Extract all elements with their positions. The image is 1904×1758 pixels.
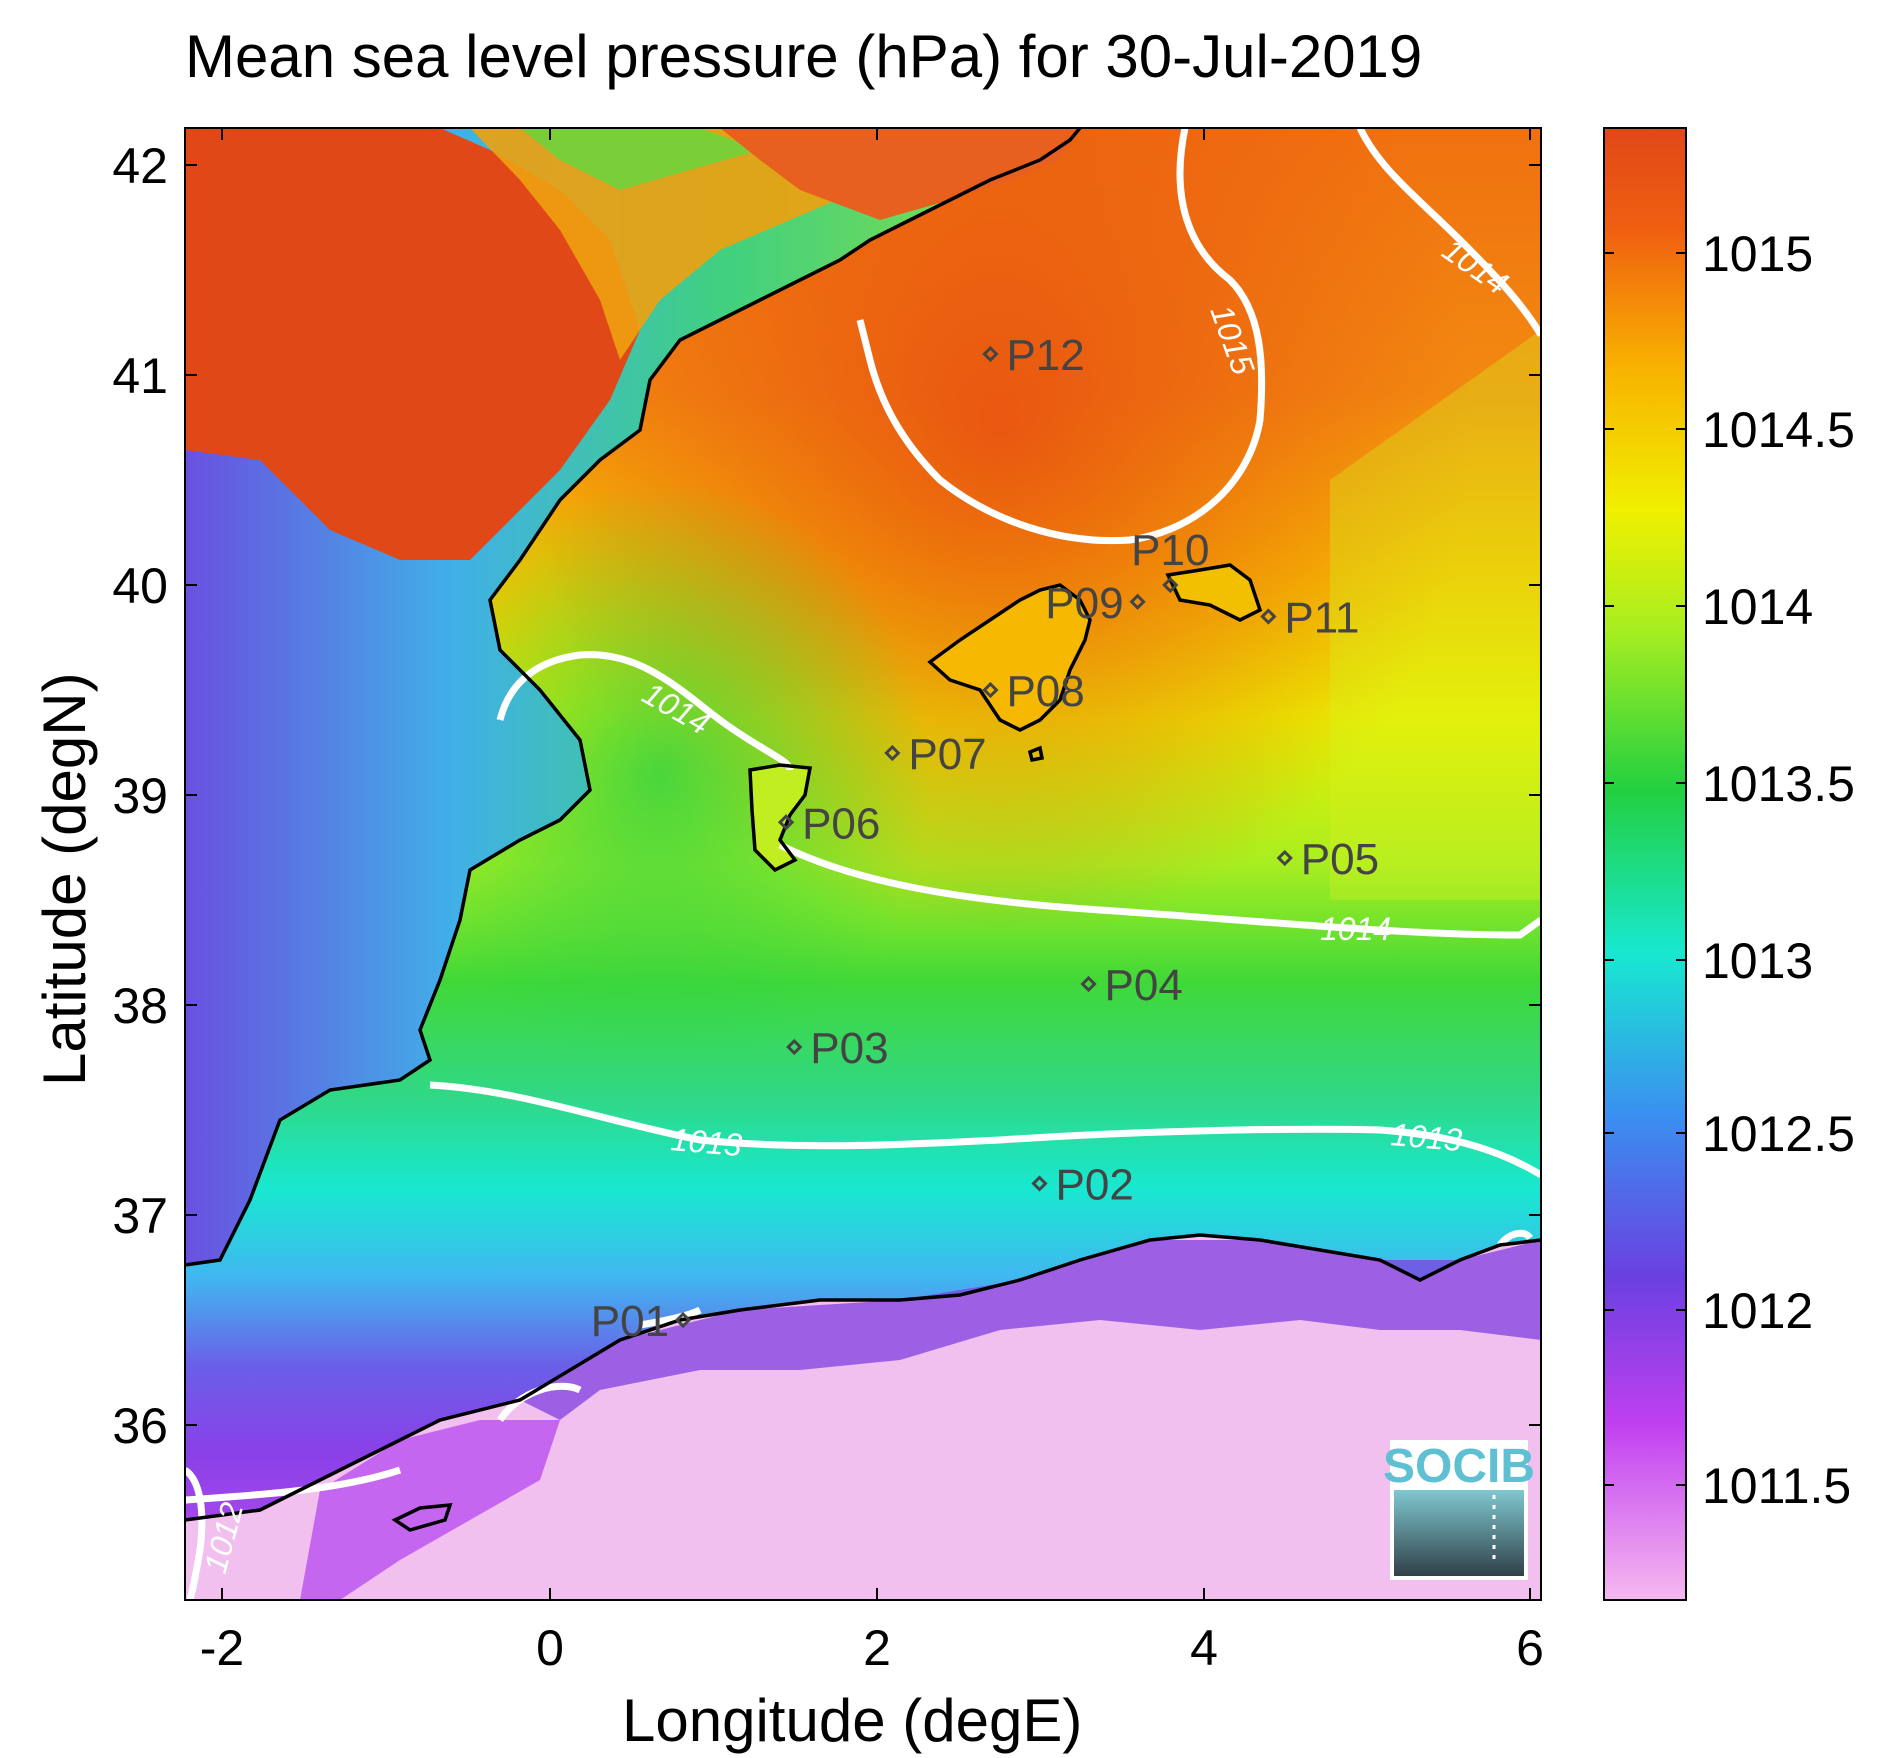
contour-label: 1014 (1320, 911, 1391, 947)
y-tick-label: 40 (112, 558, 168, 614)
station-label: P12 (1006, 331, 1084, 380)
logo-text: SOCIB (1383, 1440, 1535, 1493)
station-label: P04 (1105, 961, 1183, 1010)
station-marker (982, 681, 999, 699)
station-label: P07 (908, 730, 986, 779)
station-marker (1080, 975, 1097, 993)
station-marker (786, 1038, 803, 1056)
colorbar-tick-label: 1013.5 (1702, 756, 1855, 812)
x-tick-label: 0 (536, 1620, 564, 1676)
y-tick-label: 42 (112, 138, 168, 194)
socib-logo: SOCIB (1383, 1440, 1535, 1580)
station-marker (982, 345, 999, 363)
colorbar-tick-label: 1012.5 (1702, 1106, 1855, 1162)
station-label: P10 (1131, 526, 1209, 575)
y-tick-labels: 42 41 40 39 38 37 36 (112, 138, 168, 1454)
station-marker (1276, 849, 1293, 867)
station-marker (1031, 1175, 1048, 1192)
station-label: P05 (1301, 835, 1379, 884)
contour-label: 1013 (1389, 1116, 1463, 1158)
y-tick-label: 38 (112, 978, 168, 1034)
colorbar-gradient (1603, 127, 1687, 1601)
y-tick-label: 39 (112, 768, 168, 824)
colorbar-tick-label: 1014 (1702, 579, 1813, 635)
plot-frame (184, 127, 1542, 1601)
x-tick-label: 4 (1190, 1620, 1218, 1676)
colorbar-tick-label: 1015 (1702, 226, 1813, 282)
colorbar-tick-label: 1011.5 (1702, 1458, 1851, 1514)
y-tick-label: 37 (112, 1188, 168, 1244)
colorbar: 1015 1014.5 1014 1013.5 1013 1012.5 1012… (1603, 127, 1855, 1601)
x-tick-label: 2 (863, 1620, 891, 1676)
station-label: P09 (1045, 579, 1123, 628)
station-label: P08 (1006, 667, 1084, 716)
chart-title: Mean sea level pressure (hPa) for 30-Jul… (185, 23, 1423, 90)
station-label: P06 (802, 799, 880, 848)
coastline (185, 128, 1541, 1532)
station-label: P03 (810, 1024, 888, 1073)
x-axis-label: Longitude (degE) (622, 1687, 1083, 1754)
land-iberia-hot (185, 128, 640, 560)
station-marker (777, 814, 795, 831)
station-label: P11 (1284, 594, 1359, 643)
colorbar-tick-label: 1013 (1702, 933, 1813, 989)
station-marker (1260, 608, 1277, 625)
heatmap-field: 1015 1014 1014 1014 1013 1013 1012 P01P0… (185, 128, 1541, 1600)
x-tick-label: -2 (200, 1620, 244, 1676)
axis-ticks (185, 128, 1541, 1600)
station-label: P02 (1056, 1161, 1134, 1210)
station-label: P01 (591, 1297, 669, 1346)
station-marker (1129, 593, 1146, 610)
x-tick-label: 6 (1516, 1620, 1544, 1676)
colorbar-tick-label: 1014.5 (1702, 402, 1855, 458)
station-marker (1162, 576, 1179, 594)
colorbar-tick-label: 1012 (1702, 1283, 1813, 1339)
x-tick-labels: -2 0 2 4 6 (200, 1620, 1544, 1676)
station-marker (674, 1311, 692, 1329)
y-tick-label: 41 (112, 348, 168, 404)
station-marker (884, 744, 901, 762)
contour-label: 1013 (669, 1121, 743, 1163)
y-tick-label: 36 (112, 1398, 168, 1454)
